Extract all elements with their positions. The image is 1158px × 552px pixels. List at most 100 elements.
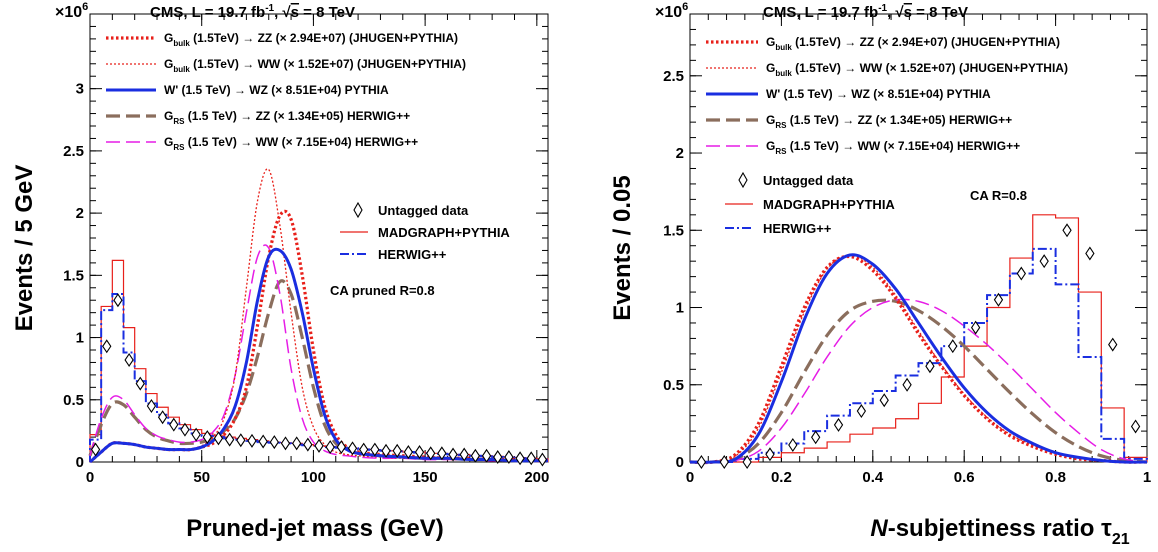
panel-2-data-point: [948, 339, 958, 354]
panel-1-legend-data-label: Untagged data: [378, 203, 469, 218]
panel-1-signal-curve-3: [89, 247, 548, 464]
panel-2-y-tick-label: 2.5: [663, 68, 684, 85]
panel-1-data-point: [359, 442, 369, 457]
panel-1-y-tick-label: 1.5: [63, 267, 84, 284]
panel-1-data-point: [90, 442, 101, 457]
panel-2-signal-curve-1: [689, 254, 1148, 465]
panel-2-y-tick-label: 0.5: [663, 377, 684, 394]
panel-1-data-point: [169, 417, 179, 432]
panel-1-data-point: [437, 446, 447, 461]
panel-1-data-point: [526, 451, 536, 466]
panel-1-data-point: [213, 431, 224, 446]
panel-2-y-tick-label: 2: [676, 145, 684, 162]
panel-1-data-point: [370, 442, 380, 457]
panel-1-y-tick-label: 0: [76, 454, 84, 471]
panel-2-data-point: [970, 320, 981, 335]
panel-1-data-point: [493, 450, 503, 465]
panel-2-legend-entry-5: GRS (1.5 TeV) → WW (× 7.15E+04) HERWIG++: [766, 139, 1020, 156]
panel-1-data-point: [381, 443, 391, 458]
panel-2-x-axis-label: N-subjettiness ratio τ21: [870, 515, 1129, 548]
panel-2-signal-curve-4: [689, 298, 1148, 464]
panel-1-legend-herwig-label: HERWIG++: [378, 247, 447, 262]
panel-1-signal-curve-2: [89, 168, 548, 463]
panel-1-y-tick-label: 0.5: [63, 392, 84, 409]
panel-1-x-tick-label: 100: [301, 469, 326, 486]
panel-1-data-point: [414, 445, 425, 460]
panel-2-data-point: [856, 404, 867, 419]
panel-2-data-point: [1130, 419, 1141, 434]
panel-2-data-point: [811, 430, 821, 445]
panel-1-data-point: [191, 427, 201, 442]
panel-2-data-point: [833, 417, 844, 432]
panel-2-data-point: [719, 455, 729, 469]
panel-2-plot-frame: [689, 13, 1148, 463]
panel-2-legend-entry-2: Gbulk (1.5TeV) → WW (× 1.52E+07) (JHUGEN…: [766, 61, 1068, 78]
panel-2-data-point: [765, 447, 775, 462]
panel-1-data-point: [157, 410, 168, 425]
panel-1-legend-entry-4: GRS (1.5 TeV) → ZZ (× 1.34E+05) HERWIG++: [164, 109, 410, 126]
panel-1-data-point: [135, 376, 145, 391]
panel-2-herwig-histogram: [690, 247, 1148, 463]
panel-1-data-point: [314, 438, 324, 453]
panel-1-signal-curve-5: [89, 244, 548, 462]
panel-1-x-tick-label: 50: [193, 469, 210, 486]
panel-2-data-point: [1085, 246, 1095, 261]
panel-2-signal-curve-5: [689, 298, 1148, 463]
panel-2-x-tick-label: 0.4: [862, 469, 884, 486]
panel-1-madgraph-histogram: [89, 259, 549, 462]
panel-2-legend-data-label: Untagged data: [763, 173, 854, 188]
panel-1-legend-madgraph-label: MADGRAPH+PYTHIA: [378, 225, 510, 240]
panel-1-data-point: [247, 433, 257, 448]
panel-1-algorithm-annotation: CA pruned R=0.8: [330, 283, 435, 298]
panel-2-data-point: [696, 455, 707, 469]
panel-1-data-point: [113, 293, 123, 308]
panel-2-data-point: [1016, 266, 1026, 281]
panel-1-data-point: [470, 448, 481, 463]
panel-2-legend-herwig-label: HERWIG++: [763, 221, 832, 236]
panel-1-legend-entry-5: GRS (1.5 TeV) → WW (× 7.15E+04) HERWIG++: [164, 135, 418, 152]
panel-2-y-tick-label: 1: [676, 300, 684, 317]
panel-1-data-point: [224, 432, 235, 447]
panel-1-data-point: [336, 440, 347, 455]
panel-2-x-tick-label: 0.2: [771, 469, 792, 486]
panel-1-data-point: [258, 434, 268, 449]
panel-1-legend-entry-1: Gbulk (1.5TeV) → ZZ (× 2.94E+07) (JHUGEN…: [164, 31, 458, 48]
panel-2-signal-curve-3: [689, 253, 1148, 464]
panel-2-legend-madgraph-label: MADGRAPH+PYTHIA: [763, 197, 895, 212]
panel-2-legend-entry-1: Gbulk (1.5TeV) → ZZ (× 2.94E+07) (JHUGEN…: [766, 35, 1060, 52]
panel-1-y-exponent-label: ×106: [55, 1, 88, 21]
panel-1-data-point: [325, 440, 335, 455]
panel-1-signal-curve-1: [88, 209, 549, 464]
panel-2-x-tick-label: 0.6: [954, 469, 975, 486]
panel-1-data-point: [280, 436, 291, 451]
panel-1-x-tick-label: 150: [413, 469, 438, 486]
panel-1-data-point: [537, 452, 548, 467]
panel-1-data-point: [180, 422, 190, 437]
panel-1-data-point: [459, 447, 469, 462]
panel-1-x-tick-label: 200: [524, 469, 549, 486]
panel-2-data-point: [1039, 254, 1049, 269]
panel-1-y-tick-label: 1: [76, 330, 84, 347]
panel-1-legend-entry-3: W' (1.5 TeV) → WZ (× 8.51E+04) PYTHIA: [164, 83, 389, 97]
panel-1-data-point: [303, 437, 313, 452]
panel-2-madgraph-histogram: [690, 214, 1148, 463]
panel-2-data-point: [1062, 223, 1072, 238]
panel-2-x-tick-label: 0: [686, 469, 694, 486]
panel-1-y-axis-label: Events / 5 GeV: [11, 165, 38, 332]
panel-2-y-tick-label: 1.5: [663, 222, 684, 239]
panel-2-legend-entry-3: W' (1.5 TeV) → WZ (× 8.51E+04) PYTHIA: [766, 87, 991, 101]
panel-1-x-tick-label: 0: [86, 469, 94, 486]
panel-1-data-point: [403, 445, 414, 460]
panel-2-y-tick-label: 0: [676, 454, 684, 471]
panel-2-data-point: [742, 455, 752, 469]
panel-1-signal-curve-4: [88, 279, 548, 463]
panel-1-data-point: [146, 399, 157, 413]
panel-2-data-point: [1108, 337, 1118, 352]
panel-1-legend-entry-2: Gbulk (1.5TeV) → WW (× 1.52E+07) (JHUGEN…: [164, 57, 466, 74]
panel-2-data-point: [993, 292, 1004, 307]
panel-2-data-point: [788, 438, 798, 452]
panel-2-y-exponent-label: ×106: [655, 1, 688, 21]
panel-1-cms-header: CMS, L = 19.7 fb-1, √s = 8 TeV: [150, 3, 355, 21]
panel-2-data-point: [902, 377, 912, 392]
panel-2-x-tick-label: 0.8: [1045, 469, 1066, 486]
